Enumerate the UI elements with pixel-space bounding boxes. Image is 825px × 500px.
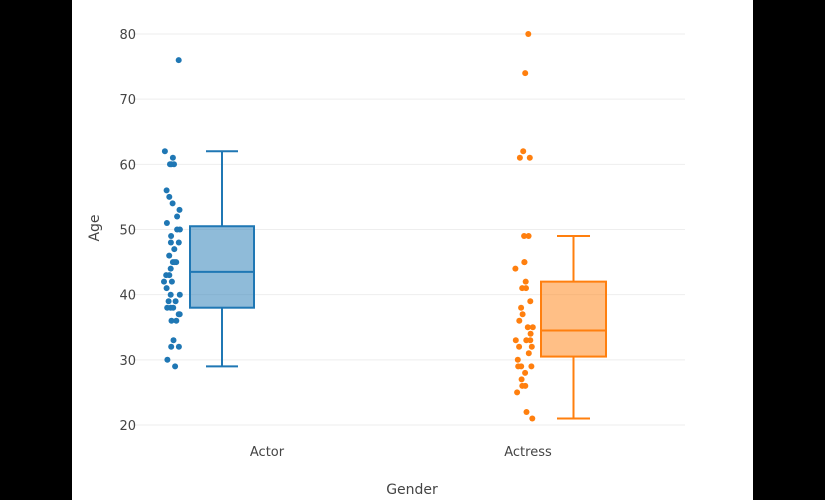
y-tick-label: 70 bbox=[119, 93, 136, 108]
x-tick-label: Actor bbox=[250, 445, 285, 460]
data-point bbox=[522, 369, 529, 376]
data-point bbox=[167, 265, 174, 272]
data-point bbox=[520, 148, 527, 155]
data-point bbox=[522, 382, 529, 389]
data-point bbox=[168, 317, 175, 324]
data-point bbox=[528, 363, 535, 370]
data-point bbox=[163, 220, 170, 226]
data-point bbox=[175, 239, 182, 246]
data-point bbox=[516, 317, 523, 324]
data-point bbox=[518, 363, 525, 370]
data-point bbox=[175, 311, 182, 318]
data-point bbox=[528, 343, 535, 350]
data-point bbox=[527, 298, 534, 305]
data-point bbox=[529, 415, 536, 422]
series-actress bbox=[512, 31, 607, 422]
data-point bbox=[521, 233, 528, 239]
x-tick-label: Actress bbox=[504, 445, 552, 460]
data-point bbox=[175, 343, 182, 350]
data-point bbox=[166, 252, 173, 259]
data-point bbox=[526, 154, 533, 161]
y-tick-label: 80 bbox=[119, 28, 136, 43]
data-point bbox=[171, 246, 178, 253]
data-point bbox=[518, 304, 525, 311]
data-point bbox=[171, 259, 178, 266]
data-point bbox=[174, 213, 181, 220]
data-point bbox=[176, 291, 183, 298]
data-point bbox=[529, 324, 536, 331]
data-point bbox=[523, 337, 530, 344]
data-point bbox=[161, 278, 167, 285]
iqr-box bbox=[189, 225, 255, 309]
data-point bbox=[525, 31, 532, 37]
y-tick-label: 60 bbox=[119, 158, 136, 173]
y-axis-title: Age bbox=[87, 214, 103, 241]
series-actor bbox=[161, 57, 255, 370]
data-point bbox=[527, 330, 534, 337]
chart-canvas: 20 30 40 50 60 70 80 Actor Actress Gender Age bbox=[72, 0, 753, 500]
data-point bbox=[168, 278, 175, 285]
data-point bbox=[173, 317, 180, 324]
data-point bbox=[522, 70, 529, 77]
data-point bbox=[522, 278, 529, 285]
data-point bbox=[168, 233, 175, 239]
data-point bbox=[170, 304, 177, 311]
data-point bbox=[172, 363, 179, 370]
data-point bbox=[519, 311, 526, 318]
data-point bbox=[164, 356, 171, 363]
data-point bbox=[164, 304, 171, 311]
x-axis-ticks: Actor Actress bbox=[250, 445, 552, 460]
data-point bbox=[525, 350, 532, 357]
data-point bbox=[168, 343, 175, 350]
data-point bbox=[512, 337, 519, 344]
data-point bbox=[514, 389, 521, 396]
data-point bbox=[167, 239, 174, 246]
y-tick-label: 50 bbox=[119, 224, 136, 239]
data-point bbox=[165, 298, 172, 305]
data-point bbox=[514, 356, 521, 363]
data-point bbox=[167, 291, 174, 298]
data-point bbox=[169, 154, 176, 161]
box-plot-chart: 20 30 40 50 60 70 80 Actor Actress Gender Age bbox=[87, 28, 685, 498]
x-axis-title: Gender bbox=[386, 482, 438, 498]
data-point bbox=[166, 272, 173, 279]
data-point bbox=[175, 57, 182, 64]
data-point bbox=[518, 376, 525, 383]
y-tick-label: 40 bbox=[119, 289, 136, 304]
y-tick-label: 30 bbox=[119, 354, 136, 369]
data-point bbox=[166, 193, 173, 200]
data-point bbox=[524, 324, 531, 331]
data-point bbox=[521, 259, 528, 266]
y-axis-ticks: 20 30 40 50 60 70 80 bbox=[119, 28, 136, 434]
data-point bbox=[512, 265, 519, 272]
data-point bbox=[516, 154, 523, 161]
data-point bbox=[172, 298, 179, 305]
data-point bbox=[523, 409, 530, 415]
series-group bbox=[161, 31, 607, 422]
data-point bbox=[170, 337, 177, 344]
iqr-box bbox=[540, 280, 607, 358]
data-point bbox=[525, 233, 532, 239]
data-point bbox=[516, 343, 523, 350]
data-point bbox=[519, 285, 526, 292]
data-point bbox=[161, 148, 168, 155]
data-point bbox=[171, 161, 177, 168]
data-point bbox=[163, 285, 170, 292]
data-point bbox=[174, 226, 181, 233]
y-tick-label: 20 bbox=[119, 419, 136, 434]
data-point bbox=[169, 200, 176, 207]
data-point bbox=[163, 187, 170, 194]
data-point bbox=[176, 206, 183, 213]
